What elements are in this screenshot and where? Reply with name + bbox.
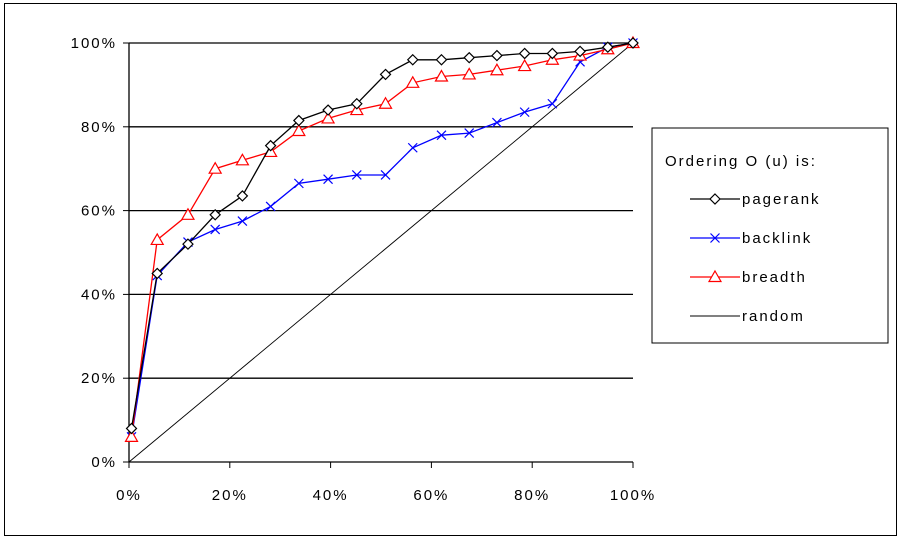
legend-items: pagerank backlink breadth random xyxy=(690,191,821,325)
data-point-breadth xyxy=(321,111,336,124)
data-point-breadth xyxy=(489,63,504,76)
legend-marker-pagerank xyxy=(709,193,721,205)
y-tick-label: 60% xyxy=(81,203,117,220)
series-breadth xyxy=(124,35,641,442)
series-layer xyxy=(124,35,641,463)
series-backlink xyxy=(126,38,638,442)
data-point-breadth xyxy=(434,69,449,82)
data-point-backlink xyxy=(293,178,304,189)
data-point-breadth xyxy=(124,429,139,442)
data-point-backlink xyxy=(237,216,248,226)
data-point-pagerank xyxy=(236,190,249,202)
series-line-pagerank xyxy=(130,42,634,429)
data-point-breadth xyxy=(208,161,223,174)
legend-item-pagerank: pagerank xyxy=(690,191,821,208)
y-tick-label: 20% xyxy=(81,370,117,387)
data-point-backlink xyxy=(547,98,558,109)
legend-item-backlink: backlink xyxy=(690,230,812,247)
legend-label-backlink: backlink xyxy=(742,230,812,247)
data-point-breadth xyxy=(517,58,532,72)
data-point-breadth xyxy=(150,232,165,246)
data-point-breadth xyxy=(378,96,393,109)
data-point-backlink xyxy=(323,174,334,185)
x-tick-label: 60% xyxy=(413,487,449,504)
data-point-backlink xyxy=(464,128,475,139)
data-point-pagerank xyxy=(209,208,222,221)
legend-item-random: random xyxy=(690,308,805,325)
tick-layer: 0% 20% 40% 60% 80% 100% 0% 20% 40% 60% 80% 100% xyxy=(71,35,656,504)
data-point-pagerank xyxy=(406,53,419,66)
legend-label-breadth: breadth xyxy=(742,269,807,286)
data-point-pagerank xyxy=(125,422,138,435)
data-point-pagerank xyxy=(574,45,586,58)
data-point-backlink xyxy=(210,224,221,235)
data-point-backlink xyxy=(491,117,502,128)
legend-marker-breadth xyxy=(707,269,723,283)
series-random xyxy=(128,42,634,463)
data-point-pagerank xyxy=(518,47,531,60)
data-point-pagerank xyxy=(491,49,503,62)
data-point-backlink xyxy=(407,142,418,153)
legend-box xyxy=(651,127,889,344)
legend-label-pagerank: pagerank xyxy=(742,191,821,208)
legend-label-random: random xyxy=(742,308,805,325)
data-point-pagerank xyxy=(182,238,194,250)
series-line-random xyxy=(128,42,634,463)
data-point-pagerank xyxy=(463,51,476,64)
legend: Ordering O (u) is: pagerank backlink bread… xyxy=(651,127,889,344)
data-point-backlink xyxy=(265,201,276,212)
legend-title: Ordering O (u) is: xyxy=(665,153,817,170)
data-point-pagerank xyxy=(264,139,277,152)
data-point-breadth xyxy=(405,75,420,88)
data-point-pagerank xyxy=(546,47,559,60)
data-point-breadth xyxy=(291,123,306,137)
data-point-breadth xyxy=(235,153,250,166)
data-point-breadth xyxy=(180,207,196,220)
y-tick-label: 80% xyxy=(81,119,117,136)
x-tick-label: 80% xyxy=(514,487,550,504)
x-tick-label: 40% xyxy=(313,487,349,504)
data-point-pagerank xyxy=(601,41,614,54)
data-point-pagerank xyxy=(322,104,334,116)
legend-marker-backlink xyxy=(710,233,720,243)
data-point-pagerank xyxy=(379,68,392,81)
data-point-pagerank xyxy=(292,114,305,127)
y-tick-label: 100% xyxy=(71,35,117,52)
data-point-breadth xyxy=(462,67,477,80)
data-point-backlink xyxy=(519,107,530,118)
axis-layer xyxy=(123,42,634,468)
data-point-pagerank xyxy=(435,53,448,66)
y-tick-label: 40% xyxy=(81,286,117,303)
series-pagerank xyxy=(125,37,639,435)
x-tick-label: 0% xyxy=(116,487,142,504)
data-point-backlink xyxy=(436,130,447,141)
data-point-backlink xyxy=(380,170,391,180)
data-point-pagerank xyxy=(627,37,639,49)
x-tick-label: 20% xyxy=(212,487,248,504)
y-tick-label: 0% xyxy=(91,454,117,471)
data-point-pagerank xyxy=(350,97,363,110)
data-point-pagerank xyxy=(151,267,164,280)
grid-layer xyxy=(129,42,633,379)
legend-item-breadth: breadth xyxy=(690,269,807,286)
data-point-backlink xyxy=(351,170,362,180)
x-tick-label: 100% xyxy=(610,487,656,504)
